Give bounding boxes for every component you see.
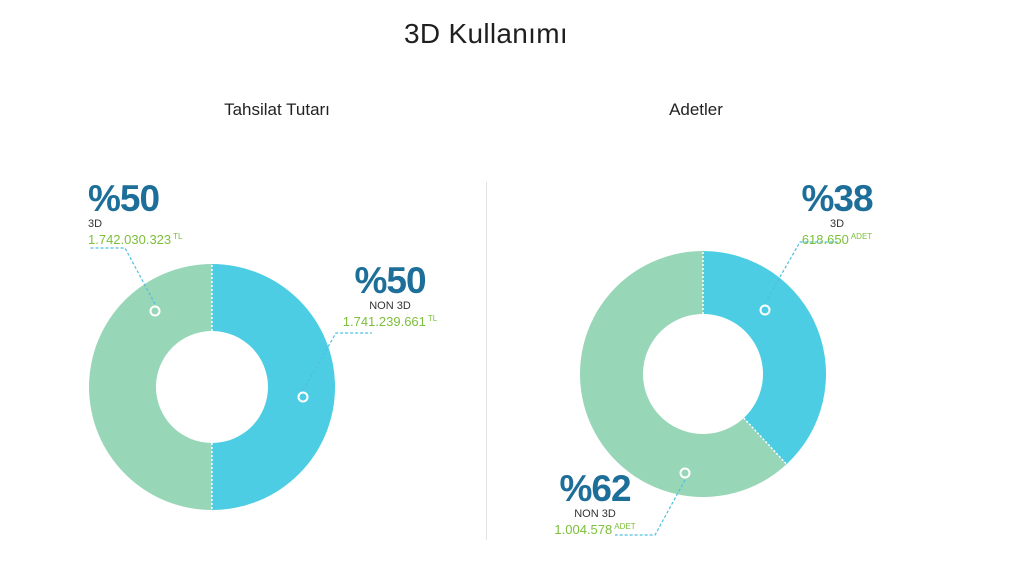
percent-label: %50 <box>88 178 160 219</box>
amount-label: 618.650 ADET <box>792 232 882 247</box>
leader-line <box>615 479 686 536</box>
slice-marker <box>297 391 309 403</box>
amount-label: 1.742.030.323 TL <box>88 232 183 247</box>
amount-label: 1.741.239.661 TL <box>335 314 445 329</box>
category-label: 3D <box>829 218 845 230</box>
unit-label: ADET <box>614 522 636 531</box>
unit-label: ADET <box>850 232 873 241</box>
category-label: 3D <box>88 218 103 230</box>
leader-line <box>764 241 840 304</box>
percent-label: %50 <box>354 260 426 301</box>
value-label: 618.650 <box>801 232 849 247</box>
page-title: 3D Kullanımı <box>404 18 568 49</box>
value-label: 1.742.030.323 <box>88 232 172 247</box>
donut-slice-3d <box>211 264 336 511</box>
donut-slice-3d <box>703 251 826 465</box>
category-label: NON 3D <box>369 300 411 312</box>
donut-slice-non3d <box>89 264 212 510</box>
slice-marker <box>149 305 161 317</box>
percent-label: %38 <box>801 178 873 219</box>
chart-title-amount: Tahsilat Tutarı <box>224 100 330 119</box>
callout-count-non3d: %62 NON 3D 1.004.578 ADET <box>540 470 650 536</box>
donut-slice-non3d <box>579 251 787 497</box>
callout-amount-3d: %50 3D 1.742.030.323 TL <box>88 180 182 246</box>
leader-line <box>90 247 156 305</box>
slice-marker <box>679 467 691 479</box>
callout-amount-non3d: %50 NON 3D 1.741.239.661 TL <box>335 262 445 328</box>
amount-label: 1.004.578 ADET <box>540 522 650 537</box>
slice-marker <box>759 304 771 316</box>
chart-divider <box>486 182 487 540</box>
callout-count-3d: %38 3D 618.650 ADET <box>792 180 882 246</box>
percent-label: %62 <box>559 468 631 509</box>
value-label: 1.004.578 <box>554 522 613 537</box>
category-label: NON 3D <box>574 508 616 520</box>
chart-title-count: Adetler <box>669 100 723 119</box>
leader-line <box>302 332 372 391</box>
unit-label: TL <box>173 232 183 241</box>
value-label: 1.741.239.661 <box>342 314 426 329</box>
slice-separator <box>743 417 788 465</box>
unit-label: TL <box>427 314 438 323</box>
